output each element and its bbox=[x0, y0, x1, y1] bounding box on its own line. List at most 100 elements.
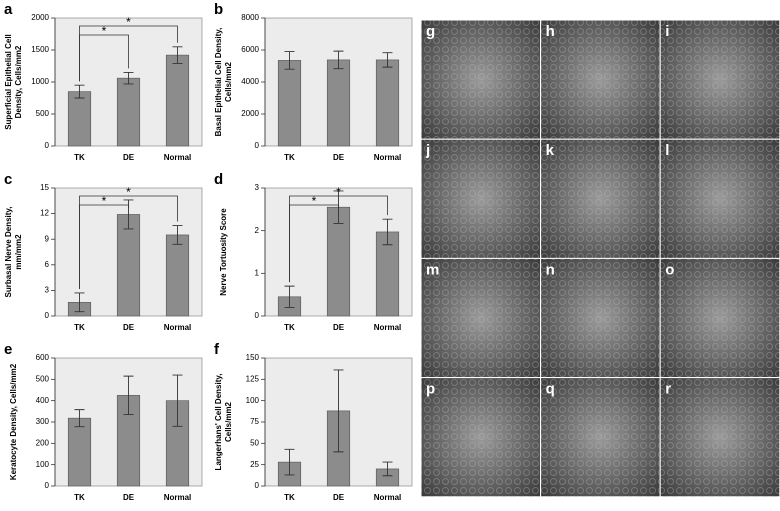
y-tick-label: 2000 bbox=[241, 109, 259, 118]
x-tick-label: TK bbox=[74, 153, 85, 162]
error-bar bbox=[172, 46, 183, 64]
y-tick-label: 600 bbox=[36, 353, 50, 362]
y-tick-label: 0 bbox=[45, 141, 50, 150]
y-tick-label: 500 bbox=[36, 109, 50, 118]
bar bbox=[116, 214, 141, 317]
y-tick-label: 3 bbox=[255, 183, 260, 192]
y-tick-label: 100 bbox=[246, 396, 260, 405]
bar bbox=[67, 417, 92, 487]
bar bbox=[165, 234, 190, 317]
y-tick-label: 3 bbox=[45, 286, 50, 295]
significance-star: * bbox=[126, 15, 131, 29]
micrograph-texture bbox=[421, 139, 541, 259]
x-tick-label: DE bbox=[123, 493, 135, 502]
micrograph-texture bbox=[421, 377, 541, 497]
y-tick-label: 0 bbox=[255, 481, 260, 490]
error-bar bbox=[382, 461, 393, 477]
micrograph-texture bbox=[660, 20, 780, 140]
y-tick-label: 25 bbox=[250, 460, 259, 469]
y-tick-label: 12 bbox=[40, 209, 49, 218]
x-tick-label: DE bbox=[333, 323, 345, 332]
y-axis-label: Langerhans' Cell Density,Cells/mm2 bbox=[214, 374, 233, 471]
significance-star: * bbox=[102, 194, 107, 208]
significance-star: * bbox=[102, 24, 107, 38]
x-tick-label: TK bbox=[284, 323, 295, 332]
significance-star: * bbox=[336, 185, 341, 199]
error-bar bbox=[333, 50, 344, 70]
y-axis-label-line: Surbasal Nerve Density, bbox=[4, 206, 13, 297]
y-tick-label: 1 bbox=[255, 268, 260, 277]
y-axis-label: Superficial Epithelial CellDensity, Cell… bbox=[4, 34, 23, 130]
y-tick-label: 15 bbox=[40, 183, 49, 192]
y-axis-label-line: Langerhans' Cell Density, bbox=[214, 374, 223, 471]
micrograph-label: j bbox=[425, 142, 430, 159]
x-tick-label: DE bbox=[333, 493, 345, 502]
micrograph-texture bbox=[660, 258, 780, 378]
significance-bracket bbox=[79, 25, 178, 82]
y-tick-label: 75 bbox=[250, 417, 259, 426]
significance-star: * bbox=[126, 185, 131, 199]
micrograph-texture bbox=[421, 258, 541, 378]
bar bbox=[277, 60, 302, 147]
x-tick-label: Normal bbox=[164, 323, 192, 332]
x-tick-label: DE bbox=[123, 153, 135, 162]
x-tick-label: Normal bbox=[164, 493, 192, 502]
panel-label: a bbox=[4, 1, 13, 18]
x-tick-label: TK bbox=[74, 493, 85, 502]
significance-bracket bbox=[79, 195, 178, 289]
error-bar bbox=[123, 71, 134, 85]
y-axis-label-line: Cells/mm2 bbox=[224, 61, 233, 102]
x-tick-label: TK bbox=[74, 323, 85, 332]
y-tick-label: 0 bbox=[45, 311, 50, 320]
micrograph-label: q bbox=[546, 381, 555, 398]
micrograph-texture bbox=[540, 20, 661, 140]
y-tick-label: 100 bbox=[36, 460, 50, 469]
error-bar bbox=[74, 292, 85, 313]
y-axis-label-line: Basal Epithelial Cell Density, bbox=[214, 28, 223, 137]
x-tick-label: Normal bbox=[374, 493, 402, 502]
y-axis-label-line: Superficial Epithelial Cell bbox=[4, 34, 13, 130]
y-axis-label-line: Cells/mm2 bbox=[224, 401, 233, 442]
y-tick-label: 125 bbox=[246, 374, 260, 383]
x-tick-label: DE bbox=[333, 153, 345, 162]
y-tick-label: 9 bbox=[45, 234, 50, 243]
y-tick-label: 6000 bbox=[241, 45, 259, 54]
error-bar bbox=[172, 374, 183, 427]
error-bar bbox=[284, 51, 295, 70]
y-tick-label: 2 bbox=[255, 226, 260, 235]
significance-star: * bbox=[312, 194, 317, 208]
error-bar bbox=[172, 225, 183, 245]
panel-label: e bbox=[4, 341, 12, 358]
y-axis-label: Keratocyte Density, Cells/mm2 bbox=[9, 363, 18, 480]
error-bar bbox=[333, 369, 344, 453]
y-tick-label: 0 bbox=[255, 311, 260, 320]
x-tick-label: Normal bbox=[164, 153, 192, 162]
error-bar bbox=[74, 409, 85, 428]
y-tick-label: 50 bbox=[250, 438, 259, 447]
micrograph-texture bbox=[540, 258, 661, 378]
micrograph-texture bbox=[540, 139, 661, 259]
x-tick-label: Normal bbox=[374, 153, 402, 162]
y-tick-label: 1500 bbox=[31, 45, 49, 54]
micrograph-label: n bbox=[546, 261, 555, 278]
x-tick-label: TK bbox=[284, 493, 295, 502]
y-tick-label: 400 bbox=[36, 396, 50, 405]
y-tick-label: 6 bbox=[45, 260, 50, 269]
y-tick-label: 8000 bbox=[241, 13, 259, 22]
micrograph-label: l bbox=[665, 142, 669, 159]
y-tick-label: 150 bbox=[246, 353, 260, 362]
error-bar bbox=[284, 285, 295, 308]
error-bar bbox=[382, 52, 393, 68]
micrograph-label: r bbox=[665, 381, 671, 398]
y-axis-label-line: Nerve Tortuosity Score bbox=[219, 208, 228, 296]
error-bar bbox=[123, 375, 134, 415]
panel-label: c bbox=[4, 171, 12, 188]
panel-label: d bbox=[214, 171, 223, 188]
y-tick-label: 2000 bbox=[31, 13, 49, 22]
micrograph-texture bbox=[660, 139, 780, 259]
significance-bracket bbox=[289, 195, 388, 283]
micrograph-label: g bbox=[426, 23, 435, 40]
y-tick-label: 4000 bbox=[241, 77, 259, 86]
y-tick-label: 1000 bbox=[31, 77, 49, 86]
micrograph-label: p bbox=[426, 381, 435, 398]
